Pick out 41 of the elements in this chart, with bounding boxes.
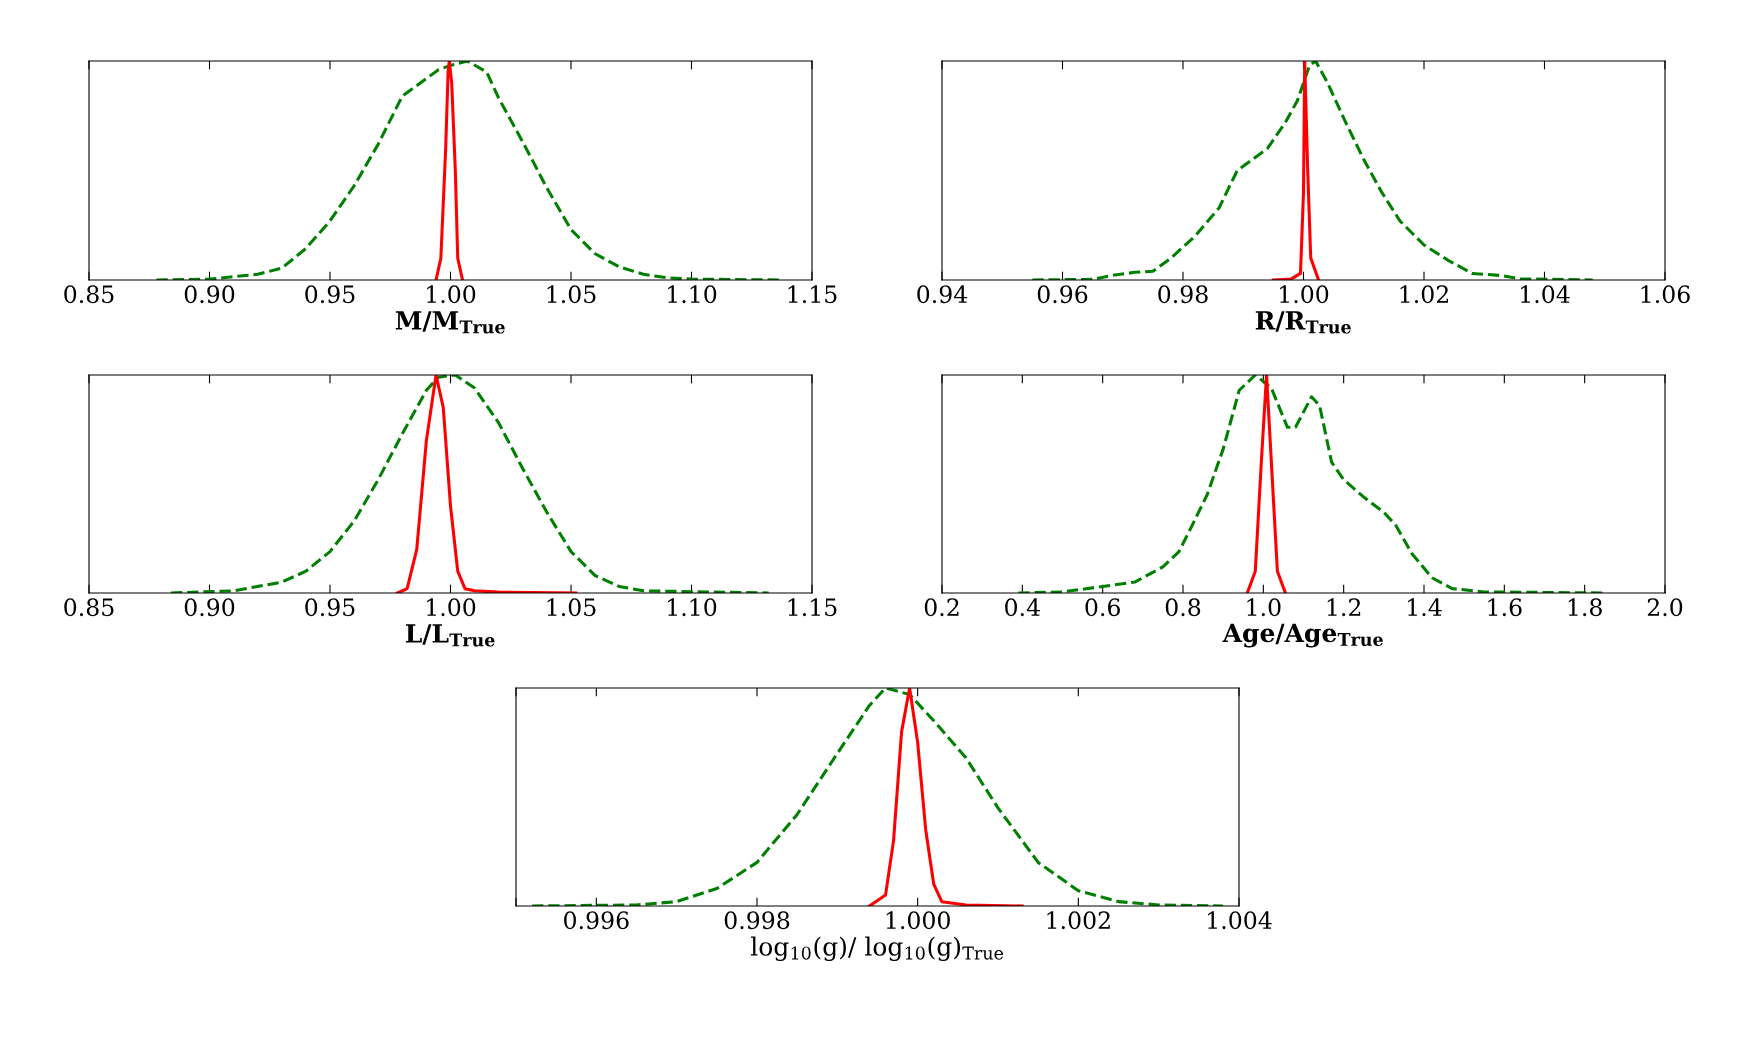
x-tick-label: 0.998	[724, 911, 790, 930]
x-tick-label: 0.90	[184, 598, 235, 617]
x-tick-label: 1.10	[668, 598, 717, 617]
x-tick-label: 1.04	[1521, 285, 1570, 304]
x-tick-label: 1.8	[1568, 598, 1602, 617]
x-tick-label: 1.05	[547, 598, 596, 617]
x-tick-label: 1.10	[668, 285, 717, 304]
x-tick-label: 1.000	[886, 911, 950, 930]
x-tick-label: 1.00	[427, 598, 476, 617]
x-tick-label: 2.0	[1647, 598, 1683, 617]
x-axis-title: L/L$_{True}$	[405, 624, 495, 647]
x-tick-label: 0.2	[924, 598, 959, 617]
x-tick-label: 0.8	[1165, 598, 1201, 617]
x-tick-label: 0.996	[564, 911, 629, 930]
x-tick-label: 0.95	[305, 285, 355, 304]
x-axis-title: R/R$_{True}$	[1255, 311, 1351, 334]
x-tick-label: 1.06	[1641, 285, 1690, 304]
x-tick-label: 1.15	[788, 285, 837, 304]
x-axis-title: Age/Age$_{True}$	[1222, 623, 1383, 648]
x-tick-label: 0.98	[1158, 285, 1208, 304]
x-tick-label: 0.95	[305, 598, 355, 617]
x-tick-label: 1.6	[1488, 598, 1522, 617]
x-tick-label: 1.15	[788, 598, 837, 617]
x-tick-label: 0.90	[184, 285, 235, 304]
x-tick-label: 0.85	[64, 598, 114, 617]
x-tick-label: 0.94	[917, 285, 968, 304]
x-tick-label: 1.004	[1208, 911, 1272, 930]
x-tick-label: 1.002	[1047, 911, 1110, 930]
x-tick-label: 0.85	[64, 285, 114, 304]
x-axis-title: M/M$_{True}$	[395, 311, 505, 334]
x-tick-label: 1.00	[1280, 285, 1329, 304]
x-tick-label: 1.0	[1247, 598, 1281, 617]
x-axis-title: log$_{10}$(g)/ log$_{10}$(g)$_{True}$	[750, 936, 1004, 962]
x-tick-label: 0.4	[1005, 598, 1040, 617]
x-tick-label: 1.02	[1400, 285, 1448, 304]
x-tick-label: 1.00	[427, 285, 476, 304]
x-tick-label: 0.96	[1037, 285, 1088, 304]
x-tick-label: 1.4	[1408, 598, 1442, 617]
x-tick-label: 1.05	[547, 285, 596, 304]
x-tick-label: 1.2	[1327, 598, 1361, 617]
x-tick-label: 0.6	[1085, 598, 1120, 617]
